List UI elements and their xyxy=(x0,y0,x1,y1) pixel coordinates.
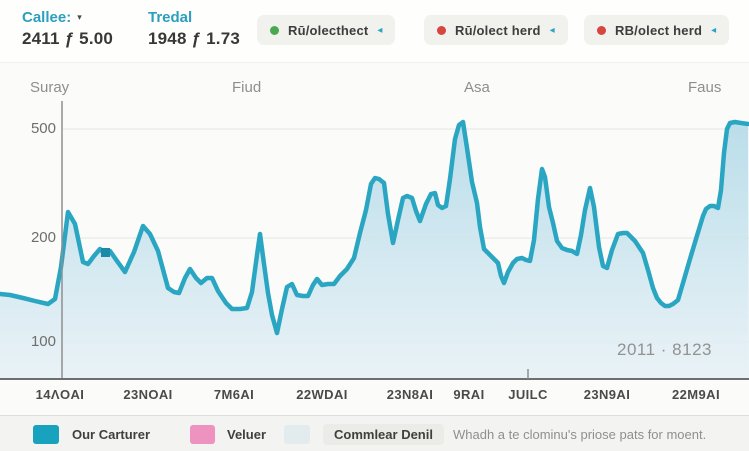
filter-button-3-label: RB/olect herd xyxy=(615,22,703,38)
legend-caption: Whadh a te clominu's priose pats for moe… xyxy=(453,426,707,442)
legend-item-commlear-denil[interactable]: Commlear Denil xyxy=(284,416,444,451)
quarter-label-1: Suray xyxy=(30,79,70,96)
tredal-label: Tredal xyxy=(148,7,240,27)
x-tick-3: 7M6AI xyxy=(213,387,255,402)
x-tick-8: 23N9AI xyxy=(583,387,631,402)
teal-swatch-icon xyxy=(33,424,59,444)
callee-dropdown[interactable]: Callee: ▾ xyxy=(22,7,113,27)
x-tick-1: 14ΛOAI xyxy=(35,387,85,402)
metric-callee: Callee: ▾ 2411 ƒ 5.00 xyxy=(22,7,113,49)
y-tick-200: 200 xyxy=(30,229,56,246)
status-dot-green-icon xyxy=(270,25,279,35)
y-tick-500: 500 xyxy=(30,120,56,137)
x-tick-6: 9RAI xyxy=(453,387,485,402)
y-tick-100: 100 xyxy=(30,333,56,350)
x-tick-5: 23N8AI xyxy=(386,387,434,402)
legend-label: Commlear Denil xyxy=(323,423,444,445)
header: Callee: ▾ 2411 ƒ 5.00 Tredal 1948 ƒ 1.73… xyxy=(0,0,749,62)
x-tick-7: JUILC xyxy=(508,387,548,402)
status-dot-red-icon xyxy=(437,25,446,35)
x-tick-2: 23NOAI xyxy=(123,387,173,402)
callee-value: 2411 ƒ 5.00 xyxy=(22,29,114,48)
quarter-label-3: Asa xyxy=(464,79,490,96)
filter-button-2[interactable]: Rū/olect herd ◂ xyxy=(424,15,568,45)
year-range-label: 2011 · 8123 xyxy=(617,340,712,359)
filter-button-1[interactable]: Rū/olecthect ◂ xyxy=(257,15,396,45)
chart-section: Suray Fiud Asa Faus 500 200 100 2011 · 8… xyxy=(0,62,749,415)
tredal-value: 1948 ƒ 1.73 xyxy=(148,29,241,48)
collapse-arrow-icon: ◂ xyxy=(377,24,383,36)
collapse-arrow-icon: ◂ xyxy=(549,24,555,36)
filter-button-3[interactable]: RB/olect herd ◂ xyxy=(584,15,730,45)
filter-button-2-label: Rū/olect herd xyxy=(455,22,541,38)
metric-tredal: Tredal 1948 ƒ 1.73 xyxy=(148,7,240,49)
light-swatch-icon xyxy=(284,424,310,444)
legend-bar: Our Carturer Veluer Commlear Denil Whadh… xyxy=(0,415,749,451)
x-tick-4: 22WDAI xyxy=(296,387,348,402)
tredal-title-text: Tredal xyxy=(148,8,193,26)
callee-label: Callee: xyxy=(22,8,72,26)
pink-swatch-icon xyxy=(190,424,215,444)
legend-label: Veluer xyxy=(227,426,267,442)
x-tick-9: 22M9AI xyxy=(672,387,720,402)
status-dot-red-icon xyxy=(597,25,606,35)
quarter-label-2: Fiud xyxy=(232,79,262,96)
legend-label: Our Carturer xyxy=(72,426,151,442)
chevron-down-icon: ▾ xyxy=(77,11,82,22)
price-area-chart[interactable] xyxy=(0,63,749,416)
quarter-label-4: Faus xyxy=(688,79,722,96)
legend-item-veluer[interactable]: Veluer xyxy=(190,416,266,451)
legend-item-our-carturer[interactable]: Our Carturer xyxy=(33,416,150,451)
filter-button-1-label: Rū/olecthect xyxy=(288,22,369,38)
collapse-arrow-icon: ◂ xyxy=(711,24,717,36)
